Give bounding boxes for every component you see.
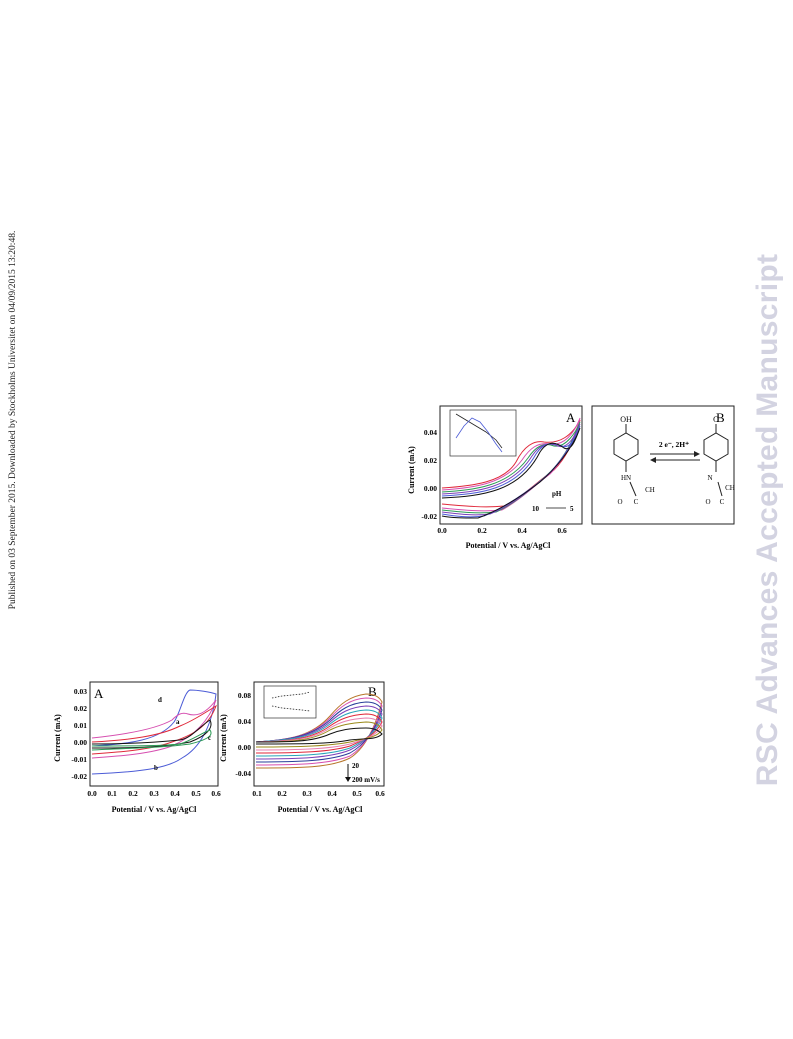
y-tick-label: 0.03 bbox=[74, 687, 87, 696]
scan-rate-start: 20 bbox=[352, 762, 360, 770]
curve-label: b bbox=[154, 764, 158, 772]
x-tick-label: 0.5 bbox=[352, 789, 362, 798]
reactant-carbonyl: O bbox=[617, 498, 622, 506]
inset-plot bbox=[449, 409, 517, 457]
y-tick-label: 0.00 bbox=[74, 738, 87, 747]
inset-plot bbox=[263, 685, 317, 719]
reactant-amine: HN bbox=[621, 474, 631, 482]
x-tick-label: 0.5 bbox=[191, 789, 201, 798]
figure-bottom-panel-a: A Current (mA) Potential / V vs. Ag/AgCl… bbox=[53, 681, 221, 814]
panel-label: A bbox=[566, 410, 576, 425]
x-tick-label: 0.1 bbox=[107, 789, 117, 798]
inset-series bbox=[271, 691, 311, 699]
x-tick-label: 0.0 bbox=[87, 789, 97, 798]
x-tick-label: 0.4 bbox=[170, 789, 180, 798]
y-tick-label: 0.02 bbox=[74, 704, 87, 713]
x-tick-label: 0.2 bbox=[128, 789, 138, 798]
figure-bottom-panel-b: B Current (mA) Potential / V vs. Ag/AgCl… bbox=[219, 681, 385, 814]
publication-note-text: Published on 03 September 2015. Download… bbox=[8, 230, 18, 610]
y-tick-label: 0.00 bbox=[238, 743, 251, 752]
x-axis-label: Potential / V vs. Ag/AgCl bbox=[112, 805, 198, 814]
x-axis-label: Potential / V vs. Ag/AgCl bbox=[466, 541, 552, 550]
x-tick-label: 0.0 bbox=[437, 526, 447, 535]
reactant-hydroxyl: OH bbox=[620, 415, 632, 424]
figure-bottom: A Current (mA) Potential / V vs. Ag/AgCl… bbox=[50, 676, 390, 818]
x-tick-label: 0.6 bbox=[375, 789, 385, 798]
watermark: RSC Advances Accepted Manuscript bbox=[730, 0, 790, 1039]
figure-top-panel-a: A Current (mA) Potential / V vs. Ag/AgCl… bbox=[407, 405, 583, 550]
reactant-carbon: C bbox=[634, 498, 639, 506]
x-axis-label: Potential / V vs. Ag/AgCl bbox=[278, 805, 364, 814]
inset-series bbox=[455, 413, 503, 449]
y-tick-label: 0.08 bbox=[238, 691, 251, 700]
x-tick-label: 0.6 bbox=[211, 789, 221, 798]
product-carbonyl-top: O bbox=[713, 415, 719, 424]
panel-label: B bbox=[716, 410, 725, 425]
y-tick-label: -0.02 bbox=[421, 512, 437, 521]
y-axis-label: Current (mA) bbox=[53, 714, 62, 762]
curve-label: d bbox=[158, 696, 162, 704]
publication-side-note: Published on 03 September 2015. Download… bbox=[0, 0, 20, 1039]
ph-end-annotation: 5 bbox=[570, 505, 574, 513]
product-carbonyl: O bbox=[705, 498, 710, 506]
figure-top: A Current (mA) Potential / V vs. Ag/AgCl… bbox=[404, 400, 736, 552]
x-tick-label: 0.3 bbox=[302, 789, 312, 798]
cv-curves bbox=[441, 417, 581, 519]
product-methyl: CH bbox=[725, 484, 735, 492]
y-tick-label: -0.01 bbox=[71, 755, 87, 764]
watermark-text: RSC Advances Accepted Manuscript bbox=[751, 253, 784, 787]
y-tick-label: 0.00 bbox=[424, 484, 437, 493]
scan-rate-end: 200 mV/s bbox=[352, 776, 380, 784]
product-carbon: C bbox=[720, 498, 725, 506]
y-tick-label: 0.01 bbox=[74, 721, 87, 730]
inset-series bbox=[455, 417, 503, 453]
x-tick-label: 0.1 bbox=[252, 789, 262, 798]
y-tick-label: 0.04 bbox=[238, 717, 251, 726]
y-axis-label: Current (mA) bbox=[219, 714, 228, 762]
x-tick-label: 0.2 bbox=[477, 526, 487, 535]
figure-top-panel-b: B OH HN C O CH 2 e⁻, 2H⁺ O N C O bbox=[591, 405, 735, 525]
x-tick-label: 0.4 bbox=[327, 789, 337, 798]
cv-curves bbox=[91, 689, 217, 775]
cv-curves bbox=[255, 693, 383, 769]
ph-annotation: pH bbox=[552, 490, 562, 498]
inset-series bbox=[271, 705, 311, 712]
y-tick-label: -0.04 bbox=[235, 769, 251, 778]
y-tick-label: 0.02 bbox=[424, 456, 437, 465]
x-tick-label: 0.6 bbox=[557, 526, 567, 535]
y-tick-label: -0.02 bbox=[71, 772, 87, 781]
panel-label: B bbox=[368, 684, 377, 699]
x-tick-label: 0.2 bbox=[277, 789, 287, 798]
y-tick-label: 0.04 bbox=[424, 428, 437, 437]
reactant-methyl: CH bbox=[645, 486, 655, 494]
x-tick-label: 0.3 bbox=[149, 789, 159, 798]
x-tick-label: 0.4 bbox=[517, 526, 527, 535]
panel-label: A bbox=[94, 686, 104, 701]
reaction-conditions: 2 e⁻, 2H⁺ bbox=[659, 440, 689, 449]
ph-start-annotation: 10 bbox=[532, 505, 540, 513]
y-axis-label: Current (mA) bbox=[407, 446, 416, 494]
product-imine: N bbox=[707, 474, 712, 482]
curve-label: c bbox=[208, 734, 211, 742]
curve-label: a bbox=[176, 718, 180, 726]
